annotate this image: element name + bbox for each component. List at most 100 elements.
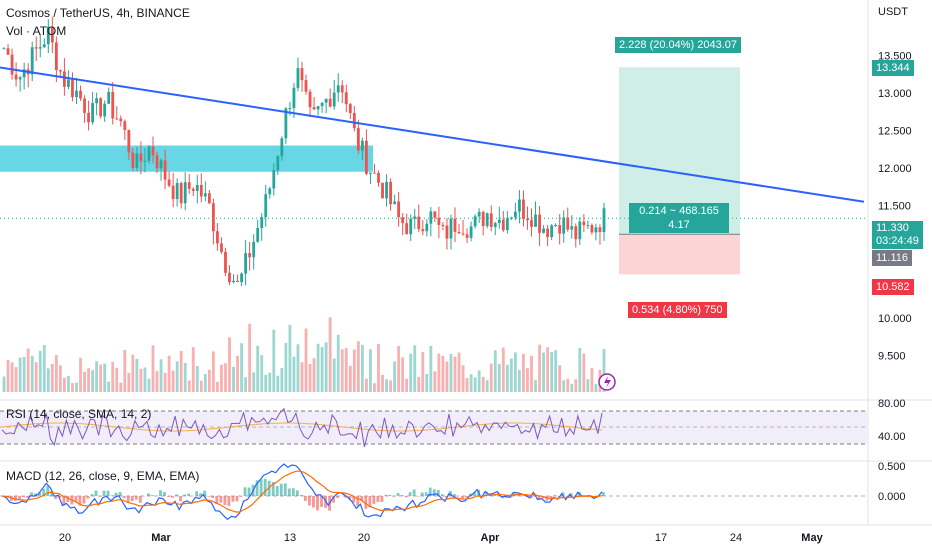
candle-body [477,211,481,217]
macd-histogram-bar [440,494,444,496]
macd-histogram-bar [195,491,199,496]
candle-body [554,225,558,227]
volume-bar [356,341,360,392]
candle-body [324,98,328,103]
volume-bar [203,374,207,392]
macd-histogram-bar [384,494,388,496]
candle-body [590,225,594,233]
macd-histogram-bar [122,496,126,499]
volume-bar [256,345,260,392]
position-middle-label: 0.214 ~ 468.165 4.17 [629,203,729,233]
macd-histogram-bar [388,494,392,496]
candle-body [348,104,352,113]
volume-bar [115,367,119,392]
candle-body [127,129,131,153]
macd-histogram-bar [432,489,436,496]
candle-body [83,98,86,113]
macd-histogram-bar [316,496,319,511]
macd-histogram-bar [287,488,291,496]
macd-histogram-bar [332,496,336,503]
candle-body [566,217,570,230]
candle-body [167,179,171,186]
macd-histogram-bar [348,496,352,500]
volume-bar [308,363,312,392]
loss-label: 0.534 (4.80%) 750 [628,302,727,318]
volume-legend[interactable]: Vol · ATOM [6,24,67,38]
volume-bar [199,380,203,392]
macd-histogram-bar [448,490,452,496]
candle-body [268,188,272,195]
candle-body [232,280,235,283]
volume-bar [550,352,554,392]
volume-bar [159,359,163,392]
macd-tick: 0.000 [878,491,906,503]
trendline [0,66,865,203]
candle-body [485,213,489,227]
candle-body [405,223,409,235]
candle-body [30,47,34,75]
candle-body [481,211,485,227]
volume-bar [240,343,243,392]
macd-histogram-bar [295,490,299,496]
macd-legend[interactable]: MACD (12, 26, close, 9, EMA, EMA) [6,469,200,483]
symbol-title[interactable]: Cosmos / TetherUS, 4h, BINANCE [6,6,190,20]
candle-body [91,103,95,123]
price-tick: 10.000 [878,313,912,325]
candle-body [497,219,501,224]
time-tick: 20 [358,532,370,544]
volume-bar [421,352,425,392]
volume-bar [461,365,465,392]
candle-body [312,107,316,110]
volume-bar [272,329,276,392]
candle-body [183,182,187,204]
volume-bar [324,342,328,392]
macd-line [1,463,603,521]
macd-histogram-bar [336,496,340,498]
volume-bar [360,344,364,392]
macd-histogram-bar [211,496,215,499]
volume-bar [409,353,413,392]
candle-body [594,227,598,233]
candle-body [252,241,256,258]
volume-bar [292,356,296,392]
macd-histogram-bar [86,496,90,499]
volume-bar [401,357,405,392]
macd-histogram-bar [199,493,203,496]
volume-bar [509,358,513,392]
candle-body [211,203,215,232]
volume-bar [481,376,485,392]
macd-histogram-bar [368,496,372,508]
volume-bar [252,372,256,392]
macd-histogram-bar [428,487,432,496]
volume-bar [71,383,74,392]
macd-histogram-bar [175,494,178,496]
volume-bar [75,382,78,392]
volume-bar [518,369,521,392]
macd-histogram-bar [529,496,533,499]
candle-body [103,103,107,117]
volume-bar [320,347,324,392]
volume-bar [171,370,175,392]
rsi-legend[interactable]: RSI (14, close, SMA, 14, 2) [6,407,152,421]
current-price: 11.330 [876,222,909,234]
candle-body [191,188,195,191]
candle-body [344,92,348,105]
volume-bar [175,361,179,392]
candle-body [578,221,582,240]
macd-histogram-bar [243,487,247,496]
macd-histogram-bar [78,496,82,506]
time-tick: 13 [284,532,296,544]
volume-bar [2,376,6,392]
candle-body [50,26,54,43]
candle-body [248,253,252,258]
volume-bar [530,355,533,392]
volume-bar [332,358,336,392]
volume-bar [119,382,123,392]
volume-bar [546,347,550,392]
candle-body [538,214,541,233]
macd-histogram-bar [404,496,408,498]
candle-body [155,155,159,169]
candle-body [228,272,231,283]
candle-body [139,153,143,162]
